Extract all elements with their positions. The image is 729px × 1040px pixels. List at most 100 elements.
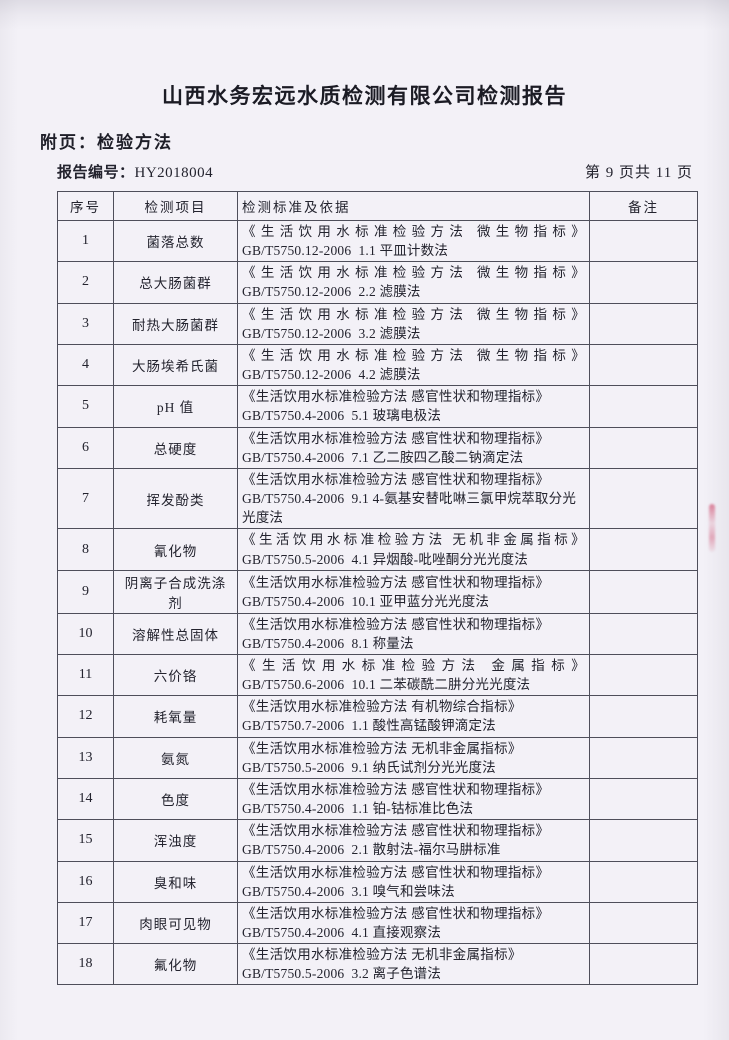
standard-method: GB/T5750.5-2006 9.1 纳氏试剂分光光度法: [242, 759, 496, 775]
standard-title: 《生活饮用水标准检验方法 感官性状和物理指标》: [242, 823, 550, 839]
table-row: 4 大肠埃希氏菌 《生活饮用水标准检验方法 微生物指标》 GB/T5750.12…: [57, 343, 698, 387]
test-standard: 《生活饮用水标准检验方法 微生物指标》 GB/T5750.12-2006 3.2…: [237, 302, 590, 345]
test-item: 总硬度: [113, 426, 238, 469]
standard-title: 《生活饮用水标准检验方法 感官性状和物理指标》: [242, 471, 550, 487]
test-item: 臭和味: [113, 860, 238, 903]
section-label: 附页：检验方法: [40, 133, 173, 152]
row-number: 18: [57, 943, 114, 986]
row-number: 1: [57, 219, 114, 263]
remark-cell: [589, 777, 698, 821]
table-body: 1 菌落总数 《生活饮用水标准检验方法 微生物指标》 GB/T5750.12-2…: [57, 219, 698, 986]
table-row: 2 总大肠菌群 《生活饮用水标准检验方法 微生物指标》 GB/T5750.12-…: [57, 261, 698, 304]
header-remark: 备注: [589, 191, 698, 221]
row-number: 17: [57, 901, 114, 945]
standard-method: GB/T5750.4-2006 5.1 玻璃电极法: [242, 408, 442, 424]
remark-cell: [589, 569, 698, 614]
row-number: 12: [57, 695, 114, 738]
test-standard: 《生活饮用水标准检验方法 无机非金属指标》 GB/T5750.5-2006 3.…: [237, 943, 590, 986]
page-indicator: 第 9 页共 11 页: [585, 165, 693, 181]
table-header: 序号 检测项目 检测标准及依据 备注: [57, 191, 698, 221]
scan-smudge-artifact: [709, 504, 715, 552]
standard-method: GB/T5750.4-2006 10.1 亚甲蓝分光光度法: [242, 593, 490, 609]
standard-method: GB/T5750.12-2006 1.1 平皿计数法: [242, 243, 449, 259]
standard-title: 《生活饮用水标准检验方法 无机非金属指标》: [242, 740, 522, 756]
test-standard: 《生活饮用水标准检验方法 感官性状和物理指标》 GB/T5750.4-2006 …: [237, 467, 590, 530]
test-item: 色度: [113, 777, 238, 821]
standard-method: GB/T5750.4-2006 7.1 乙二胺四乙酸二钠滴定法: [242, 449, 524, 465]
row-number: 16: [57, 860, 114, 903]
test-standard: 《生活饮用水标准检验方法 感官性状和物理指标》 GB/T5750.4-2006 …: [237, 426, 590, 469]
report-meta-row: 报告编号：HY2018004 第 9 页共 11 页: [57, 161, 693, 182]
row-number: 3: [57, 302, 114, 345]
remark-cell: [589, 901, 698, 945]
header-item: 检测项目: [113, 191, 238, 221]
report-number-label: 报告编号：: [57, 164, 135, 181]
row-number: 6: [57, 426, 114, 469]
test-standard: 《生活饮用水标准检验方法 感官性状和物理指标》 GB/T5750.4-2006 …: [237, 569, 590, 614]
test-methods-table: 序号 检测项目 检测标准及依据 备注 1 菌落总数 《生活饮用水标准检验方法 微…: [57, 191, 698, 986]
standard-method: GB/T5750.12-2006 2.2 滤膜法: [242, 284, 421, 300]
standard-method: GB/T5750.4-2006 8.1 称量法: [242, 635, 414, 651]
remark-cell: [589, 695, 698, 738]
standard-title: 《生活饮用水标准检验方法 感官性状和物理指标》: [242, 864, 550, 880]
standard-method: GB/T5750.4-2006 2.1 散射法-福尔马肼标准: [242, 842, 501, 858]
test-item: 挥发酚类: [113, 467, 238, 530]
row-number: 4: [57, 343, 114, 387]
header-no: 序号: [57, 191, 114, 221]
row-number: 5: [57, 385, 114, 428]
test-item: 肉眼可见物: [113, 901, 238, 945]
test-item: 耐热大肠菌群: [113, 302, 238, 345]
test-item: 大肠埃希氏菌: [113, 343, 238, 387]
table-row: 7 挥发酚类 《生活饮用水标准检验方法 感官性状和物理指标》 GB/T5750.…: [57, 467, 698, 530]
remark-cell: [589, 467, 698, 530]
report-number: 报告编号：HY2018004: [57, 161, 213, 182]
standard-title: 《生活饮用水标准检验方法 感官性状和物理指标》: [242, 574, 550, 590]
remark-cell: [589, 736, 698, 779]
standard-title: 《生活饮用水标准检验方法 微生物指标》: [242, 306, 585, 322]
test-standard: 《生活饮用水标准检验方法 感官性状和物理指标》 GB/T5750.4-2006 …: [237, 612, 590, 655]
table-row: 3 耐热大肠菌群 《生活饮用水标准检验方法 微生物指标》 GB/T5750.12…: [57, 302, 698, 345]
test-item: 菌落总数: [113, 219, 238, 263]
standard-title: 《生活饮用水标准检验方法 有机物综合指标》: [242, 699, 522, 715]
test-standard: 《生活饮用水标准检验方法 金属指标》 GB/T5750.6-2006 10.1 …: [237, 653, 590, 697]
table-row: 12 耗氧量 《生活饮用水标准检验方法 有机物综合指标》 GB/T5750.7-…: [57, 695, 698, 738]
table-row: 11 六价铬 《生活饮用水标准检验方法 金属指标》 GB/T5750.6-200…: [57, 653, 698, 697]
row-number: 13: [57, 736, 114, 779]
remark-cell: [589, 860, 698, 903]
standard-title: 《生活饮用水标准检验方法 金属指标》: [242, 657, 585, 673]
test-standard: 《生活饮用水标准检验方法 无机非金属指标》 GB/T5750.5-2006 4.…: [237, 528, 590, 571]
standard-title: 《生活饮用水标准检验方法 感官性状和物理指标》: [242, 905, 550, 921]
standard-title: 《生活饮用水标准检验方法 感官性状和物理指标》: [242, 781, 550, 797]
standard-method: GB/T5750.7-2006 1.1 酸性高锰酸钾滴定法: [242, 718, 496, 734]
test-item: 氨氮: [113, 736, 238, 779]
standard-method: GB/T5750.12-2006 4.2 滤膜法: [242, 367, 421, 383]
test-item: 氰化物: [113, 528, 238, 571]
standard-method: GB/T5750.4-2006 1.1 铂-钴标准比色法: [242, 801, 474, 817]
test-standard: 《生活饮用水标准检验方法 无机非金属指标》 GB/T5750.5-2006 9.…: [237, 736, 590, 779]
test-item: pH 值: [113, 385, 238, 428]
table-row: 1 菌落总数 《生活饮用水标准检验方法 微生物指标》 GB/T5750.12-2…: [57, 219, 698, 263]
test-item: 氟化物: [113, 943, 238, 986]
table-row: 14 色度 《生活饮用水标准检验方法 感官性状和物理指标》 GB/T5750.4…: [57, 777, 698, 821]
remark-cell: [589, 385, 698, 428]
row-number: 8: [57, 528, 114, 571]
report-number-value: HY2018004: [134, 165, 214, 181]
test-item: 阴离子合成洗涤剂: [113, 569, 238, 614]
row-number: 7: [57, 467, 114, 530]
remark-cell: [589, 943, 698, 986]
table-row: 6 总硬度 《生活饮用水标准检验方法 感官性状和物理指标》 GB/T5750.4…: [57, 426, 698, 469]
row-number: 14: [57, 777, 114, 821]
standard-method: GB/T5750.5-2006 4.1 异烟酸-吡唑酮分光光度法: [242, 551, 528, 567]
standard-title: 《生活饮用水标准检验方法 微生物指标》: [242, 347, 585, 363]
test-standard: 《生活饮用水标准检验方法 微生物指标》 GB/T5750.12-2006 1.1…: [237, 219, 590, 263]
table-row: 17 肉眼可见物 《生活饮用水标准检验方法 感官性状和物理指标》 GB/T575…: [57, 901, 698, 945]
table-header-row: 序号 检测项目 检测标准及依据 备注: [57, 191, 698, 221]
page-title: 山西水务宏远水质检测有限公司检测报告: [162, 85, 567, 108]
table-row: 15 浑浊度 《生活饮用水标准检验方法 感官性状和物理指标》 GB/T5750.…: [57, 819, 698, 862]
remark-cell: [589, 343, 698, 387]
test-standard: 《生活饮用水标准检验方法 感官性状和物理指标》 GB/T5750.4-2006 …: [237, 819, 590, 862]
standard-title: 《生活饮用水标准检验方法 感官性状和物理指标》: [242, 616, 550, 632]
remark-cell: [589, 219, 698, 263]
header-standard: 检测标准及依据: [237, 191, 590, 221]
test-standard: 《生活饮用水标准检验方法 微生物指标》 GB/T5750.12-2006 2.2…: [237, 261, 590, 304]
